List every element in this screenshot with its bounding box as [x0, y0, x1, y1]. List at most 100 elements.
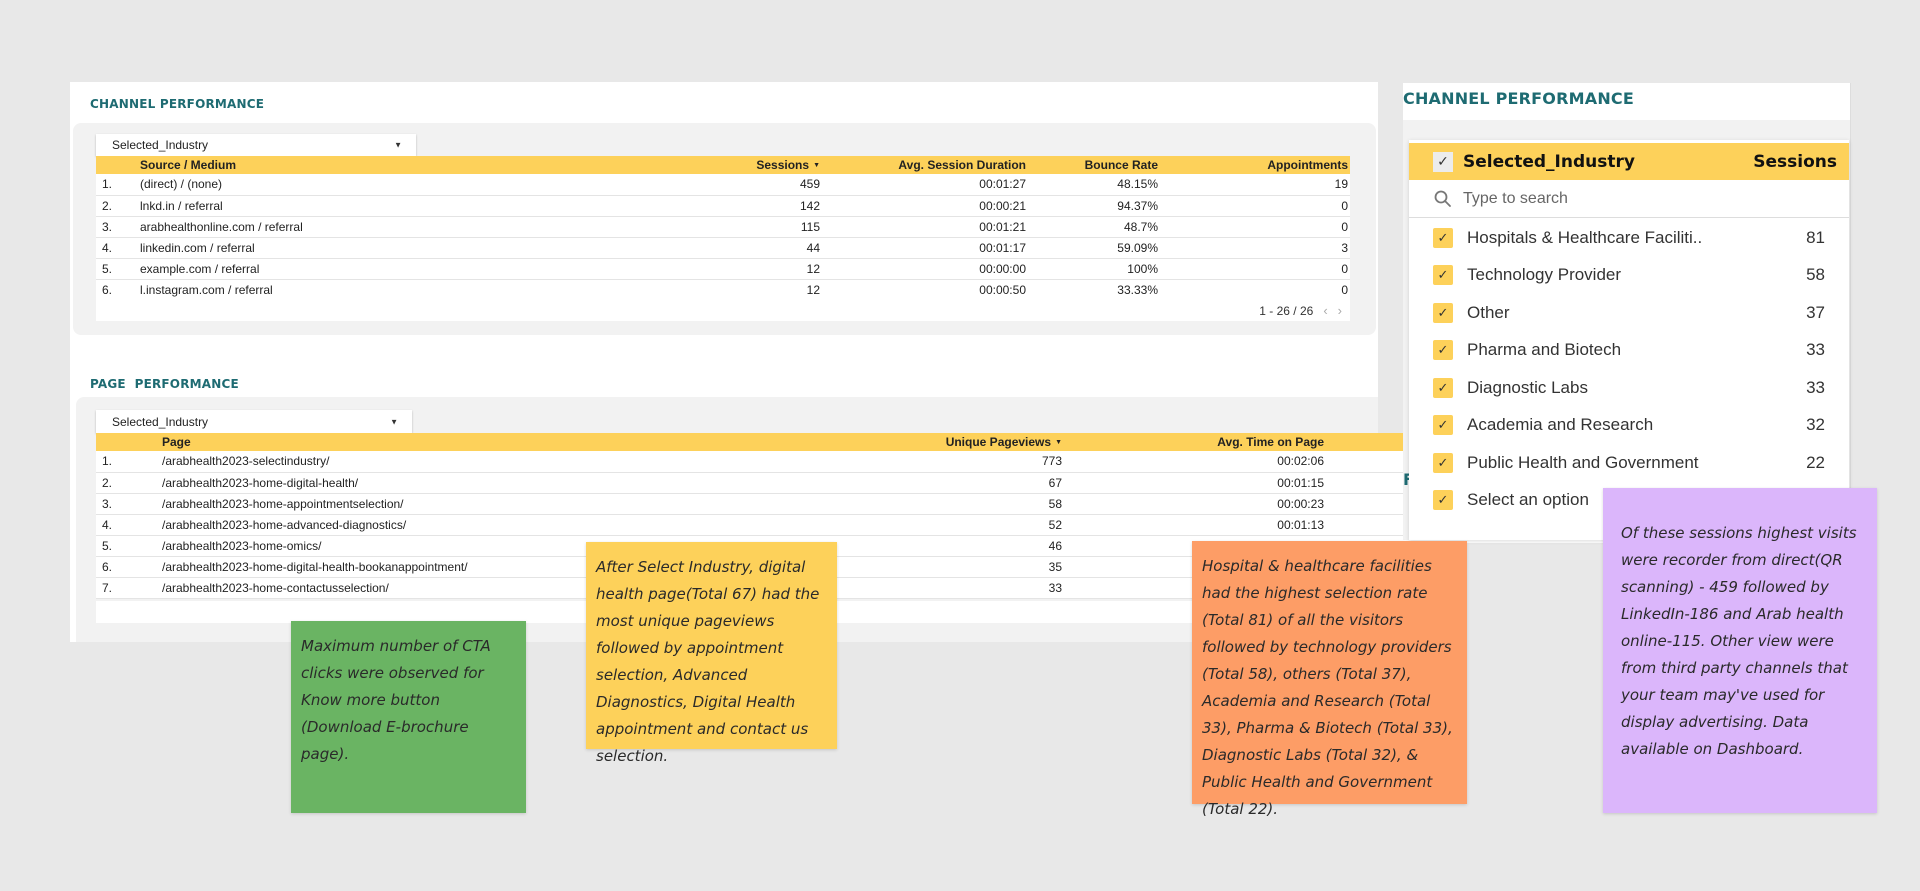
row-index: 7.: [96, 577, 160, 599]
col-appointments[interactable]: Appointments: [1160, 156, 1350, 174]
filter-option[interactable]: ✓ Other 37: [1409, 294, 1849, 331]
appointments: 0: [1160, 279, 1350, 301]
bounce-rate: 48.7%: [1028, 216, 1160, 238]
industry-filter-popup: ✓ Selected_Industry Sessions Type to sea…: [1409, 140, 1849, 540]
option-label: Other: [1467, 302, 1510, 322]
sessions: 44: [688, 237, 822, 259]
unique-pageviews: 35: [780, 556, 1064, 578]
table-header-row: Page Unique Pageviews ▼ Avg. Time on Page…: [96, 433, 1450, 451]
unique-pageviews: 33: [780, 577, 1064, 599]
bounce-rate: 100%: [1028, 258, 1160, 280]
sessions: 459: [688, 174, 822, 196]
sticky-note-orange: Hospital & healthcare facilities had the…: [1192, 541, 1467, 818]
avg-session-duration: 00:00:50: [822, 279, 1028, 301]
checkbox-checked-icon[interactable]: ✓: [1433, 414, 1453, 435]
filter-option[interactable]: ✓ Pharma and Biotech 33: [1409, 331, 1849, 368]
avg-session-duration: 00:01:17: [822, 237, 1028, 259]
checkbox-checked-icon[interactable]: ✓: [1433, 264, 1453, 285]
row-index: 6.: [96, 279, 138, 301]
page-performance-title: PAGE PERFORMANCE: [90, 377, 239, 391]
source-medium: (direct) / (none): [138, 174, 688, 196]
chevron-left-icon[interactable]: ‹: [1323, 303, 1328, 318]
filter-option[interactable]: ✓ Public Health and Government 22: [1409, 444, 1849, 481]
filter-option[interactable]: ✓ Diagnostic Labs 33: [1409, 369, 1849, 406]
option-count: 58: [1806, 264, 1825, 284]
row-index: 5.: [96, 535, 160, 557]
avg-session-duration: 00:01:21: [822, 216, 1028, 238]
filter-option[interactable]: ✓ Hospitals & Healthcare Faciliti.. 81: [1409, 219, 1849, 256]
unique-pageviews: 46: [780, 535, 1064, 557]
page-path: /arabhealth2023-home-digital-health/: [160, 472, 780, 494]
table-row: 1. (direct) / (none) 459 00:01:27 48.15%…: [96, 174, 1350, 196]
filter-panel-title: CHANNEL PERFORMANCE: [1403, 89, 1634, 108]
option-label: Select an option: [1467, 489, 1589, 509]
filter-option[interactable]: ✓ Technology Provider 58: [1409, 256, 1849, 293]
bounce-rate: 94.37%: [1028, 195, 1160, 217]
page-industry-dropdown[interactable]: Selected_Industry ▼: [96, 410, 412, 433]
chevron-down-icon: ▼: [394, 140, 402, 150]
col-bounce-rate[interactable]: Bounce Rate: [1028, 156, 1160, 174]
table-row: 5. example.com / referral 12 00:00:00 10…: [96, 258, 1350, 280]
row-index: 2.: [96, 472, 160, 494]
appointments: 0: [1160, 216, 1350, 238]
col-avg-session-duration[interactable]: Avg. Session Duration: [822, 156, 1028, 174]
sort-desc-icon: ▼: [1055, 439, 1062, 447]
page-path: /arabhealth2023-home-advanced-diagnostic…: [160, 514, 780, 536]
table-row: 4. linkedin.com / referral 44 00:01:17 5…: [96, 237, 1350, 259]
sticky-note-purple: Of these sessions highest visits were re…: [1603, 488, 1877, 813]
option-label: Public Health and Government: [1467, 452, 1699, 472]
channel-performance-title: CHANNEL PERFORMANCE: [90, 97, 265, 111]
checkbox-checked-icon[interactable]: ✓: [1433, 377, 1453, 398]
col-sessions[interactable]: Sessions ▼: [688, 156, 822, 174]
source-medium: arabhealthonline.com / referral: [138, 216, 688, 238]
sessions: 12: [688, 279, 822, 301]
col-avg-time-on-page[interactable]: Avg. Time on Page: [1064, 433, 1326, 451]
option-count: 37: [1806, 302, 1825, 322]
table-row: 5. /arabhealth2023-home-omics/ 46 00:: [96, 535, 1450, 557]
checkbox-checked-icon[interactable]: ✓: [1433, 489, 1453, 510]
row-index: 1.: [96, 451, 160, 473]
checkbox-checked-icon[interactable]: ✓: [1433, 452, 1453, 473]
search-input[interactable]: Type to search: [1463, 189, 1568, 207]
avg-time-on-page: 00:01:13: [1064, 514, 1326, 536]
option-label: Technology Provider: [1467, 264, 1622, 284]
filter-dimension-label: Selected_Industry: [1463, 151, 1635, 172]
checkbox-checked-icon[interactable]: ✓: [1433, 339, 1453, 360]
filter-header: ✓ Selected_Industry Sessions: [1409, 143, 1849, 180]
sort-desc-icon: ▼: [813, 162, 820, 170]
sticky-note-yellow: After Select Industry, digital health pa…: [586, 542, 837, 765]
chevron-down-icon: ▼: [390, 417, 398, 426]
channel-industry-dropdown[interactable]: Selected_Industry ▼: [96, 134, 416, 156]
option-count: 22: [1806, 452, 1825, 472]
checkbox-checked-icon[interactable]: ✓: [1433, 227, 1453, 248]
option-count: 33: [1806, 377, 1825, 397]
filter-option[interactable]: ✓ Academia and Research 32: [1409, 406, 1849, 443]
select-all-checkbox[interactable]: ✓: [1433, 151, 1453, 172]
col-source-medium[interactable]: Source / Medium: [138, 156, 688, 174]
col-page[interactable]: Page: [160, 433, 780, 451]
avg-session-duration: 00:01:27: [822, 174, 1028, 196]
row-index: 4.: [96, 514, 160, 536]
option-label: Hospitals & Healthcare Faciliti..: [1467, 227, 1703, 247]
partial-section-title: F: [1403, 470, 1414, 489]
row-index: 4.: [96, 237, 138, 259]
row-index: 1.: [96, 174, 138, 196]
chevron-right-icon[interactable]: ›: [1337, 303, 1342, 318]
table-row: 4. /arabhealth2023-home-advanced-diagnos…: [96, 514, 1450, 536]
col-unique-pageviews[interactable]: Unique Pageviews ▼: [780, 433, 1064, 451]
unique-pageviews: 58: [780, 493, 1064, 515]
unique-pageviews: 67: [780, 472, 1064, 494]
sticky-note-green: Maximum number of CTA clicks were observ…: [291, 621, 526, 813]
checkbox-checked-icon[interactable]: ✓: [1433, 302, 1453, 323]
appointments: 0: [1160, 195, 1350, 217]
filter-option[interactable]: ✓ Select an option: [1409, 481, 1849, 518]
col-index: [96, 433, 160, 451]
option-label: Diagnostic Labs: [1467, 377, 1588, 397]
unique-pageviews: 52: [780, 514, 1064, 536]
filter-search[interactable]: Type to search: [1409, 180, 1849, 218]
avg-time-on-page: 00:01:15: [1064, 472, 1326, 494]
bounce-rate: 59.09%: [1028, 237, 1160, 259]
sessions: 142: [688, 195, 822, 217]
table-row: 3. /arabhealth2023-home-appointmentselec…: [96, 493, 1450, 515]
dropdown-value: Selected_Industry: [112, 138, 209, 152]
